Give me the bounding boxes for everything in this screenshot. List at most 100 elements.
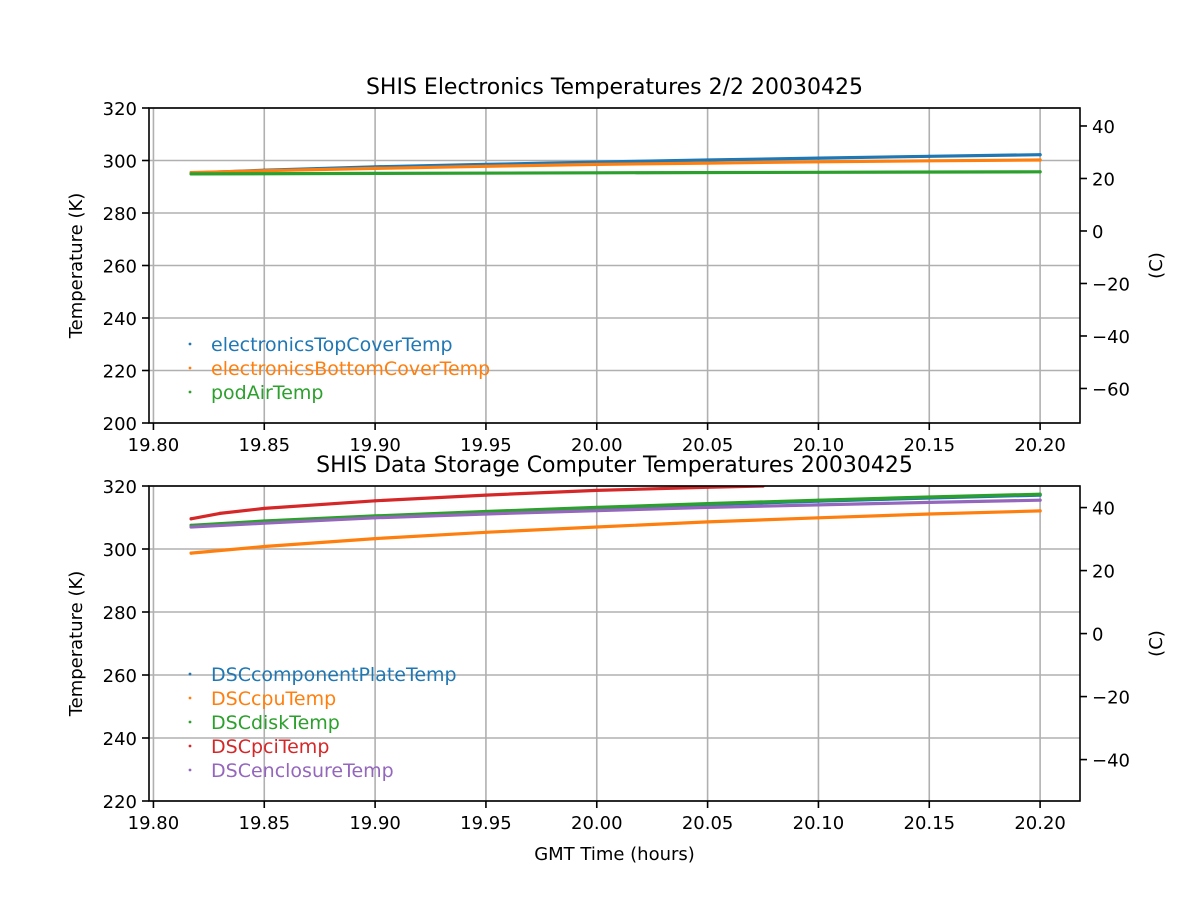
series-DSCenclosureTemp-point — [1038, 498, 1042, 502]
series-DSCcpuTemp-point — [262, 544, 266, 549]
y2-tick-label: 20 — [1092, 562, 1115, 583]
y-tick-label: 320 — [103, 99, 137, 120]
series-DSCenclosureTemp-point — [189, 525, 193, 529]
series-electronicsBottomCoverTemp-point — [373, 166, 377, 170]
series-podAirTemp-point — [595, 171, 599, 175]
y2-axis-label: (C) — [1146, 630, 1167, 657]
series-podAirTemp-point — [189, 172, 193, 176]
y2-tick-label: −20 — [1092, 274, 1130, 295]
series-electronicsBottomCoverTemp-point — [927, 159, 931, 163]
x-tick-label: 20.20 — [1014, 435, 1066, 456]
y-axis-label: Temperature (K) — [66, 193, 87, 340]
x-tick-label: 19.90 — [349, 813, 401, 834]
legend-label: electronicsTopCoverTemp — [211, 334, 453, 356]
series-DSCpciTemp-line — [189, 486, 765, 521]
legend-marker — [188, 720, 192, 724]
series-DSCcpuTemp-point — [706, 520, 710, 524]
y-tick-label: 260 — [103, 666, 137, 687]
legend-marker — [188, 768, 192, 772]
y2-tick-label: 20 — [1092, 169, 1115, 190]
x-tick-label: 20.10 — [793, 813, 845, 834]
y2-tick-label: −20 — [1092, 688, 1130, 709]
y-tick-label: 260 — [103, 257, 137, 278]
series-DSCpciTemp-point — [189, 517, 193, 521]
y-tick-label: 220 — [103, 362, 137, 383]
series-electronicsTopCoverTemp-point — [927, 154, 931, 158]
y-tick-label: 300 — [103, 152, 137, 173]
y-tick-label: 200 — [103, 414, 137, 435]
legend-label: DSCpciTemp — [211, 736, 329, 758]
y-tick-label: 240 — [103, 729, 137, 750]
series-electronicsTopCoverTemp-point — [706, 158, 710, 162]
series-DSCcpuTemp-point — [373, 537, 377, 541]
series-DSCenclosureTemp-point — [595, 508, 599, 513]
legend-label: electronicsBottomCoverTemp — [211, 358, 490, 380]
y2-tick-label: 40 — [1092, 117, 1115, 138]
y-axis-label: Temperature (K) — [66, 571, 87, 718]
series-DSCenclosureTemp-point — [373, 516, 377, 520]
x-tick-label: 20.00 — [571, 813, 623, 834]
legend-marker — [188, 744, 192, 748]
series-electronicsBottomCoverTemp-point — [1038, 158, 1042, 162]
series-DSCenclosureTemp-point — [816, 503, 821, 507]
chart-title: SHIS Data Storage Computer Temperatures … — [316, 453, 913, 478]
series-DSCcpuTemp-point — [1038, 509, 1042, 513]
x-tick-label: 19.85 — [239, 813, 291, 834]
y-tick-label: 280 — [103, 204, 137, 225]
chart-1: 19.80 19.85 19.90 19.95 20.00 20.05 20.10 20.15… — [66, 75, 1167, 456]
series-DSCcpuTemp-point — [189, 551, 193, 555]
legend-label: DSCdiskTemp — [211, 712, 340, 734]
legend-marker — [188, 342, 192, 346]
series-DSCenclosureTemp-point — [706, 505, 710, 510]
series-DSCpciTemp-point — [484, 493, 488, 497]
x-tick-label: 19.95 — [460, 435, 512, 456]
x-tick-label: 19.90 — [349, 435, 401, 456]
legend-marker — [188, 366, 192, 370]
legend-marker — [188, 696, 192, 700]
x-tick-label: 20.15 — [904, 435, 956, 456]
series-DSCenclosureTemp-point — [927, 500, 931, 504]
series-podAirTemp-point — [816, 170, 821, 174]
y2-tick-label: 0 — [1092, 222, 1103, 243]
series-podAirTemp-point — [373, 171, 377, 175]
series-DSCcpuTemp-point — [816, 516, 821, 520]
series-DSCdiskTemp-point — [484, 509, 488, 514]
x-tick-label: 19.80 — [128, 813, 180, 834]
series-electronicsBottomCoverTemp-point — [262, 169, 266, 173]
series-DSCdiskTemp-point — [927, 495, 931, 499]
series-podAirTemp-point — [1038, 170, 1042, 174]
legend-label: DSCcomponentPlateTemp — [211, 664, 457, 686]
y2-tick-label: 40 — [1092, 499, 1115, 520]
x-tick-label: 20.00 — [571, 435, 623, 456]
series-DSCcpuTemp-point — [595, 525, 599, 529]
series-electronicsBottomCoverTemp-point — [484, 164, 488, 168]
series-DSCpciTemp-point — [373, 499, 377, 503]
series-DSCdiskTemp-point — [1038, 492, 1042, 496]
series-DSCpciTemp-point — [595, 488, 599, 493]
x-tick-label: 20.10 — [793, 435, 845, 456]
y-tick-label: 280 — [103, 603, 137, 624]
series-electronicsBottomCoverTemp-point — [595, 162, 599, 167]
x-tick-label: 19.95 — [460, 813, 512, 834]
series-DSCpciTemp-point — [262, 506, 266, 510]
y2-tick-label: 0 — [1092, 625, 1103, 646]
y2-tick-label: −40 — [1092, 751, 1130, 772]
x-tick-label: 19.80 — [128, 435, 180, 456]
series-DSCdiskTemp-point — [706, 502, 710, 506]
y2-tick-label: −60 — [1092, 379, 1130, 400]
y2-axis-label: (C) — [1146, 252, 1167, 279]
x-axis-label: GMT Time (hours) — [534, 844, 695, 865]
series-DSCcpuTemp-point — [484, 530, 488, 534]
axes-frame — [148, 485, 1081, 802]
series-electronicsBottomCoverTemp-point — [816, 160, 821, 164]
series-electronicsTopCoverTemp-point — [816, 156, 821, 160]
series-DSCenclosureTemp-point — [262, 521, 266, 525]
legend-label: podAirTemp — [211, 382, 323, 404]
x-tick-label: 19.85 — [239, 435, 291, 456]
y-tick-label: 240 — [103, 309, 137, 330]
legend-label: DSCenclosureTemp — [211, 760, 394, 782]
series-DSCpciTemp-point — [218, 511, 222, 516]
series-DSCdiskTemp-point — [816, 498, 821, 502]
legend-marker — [188, 672, 192, 676]
